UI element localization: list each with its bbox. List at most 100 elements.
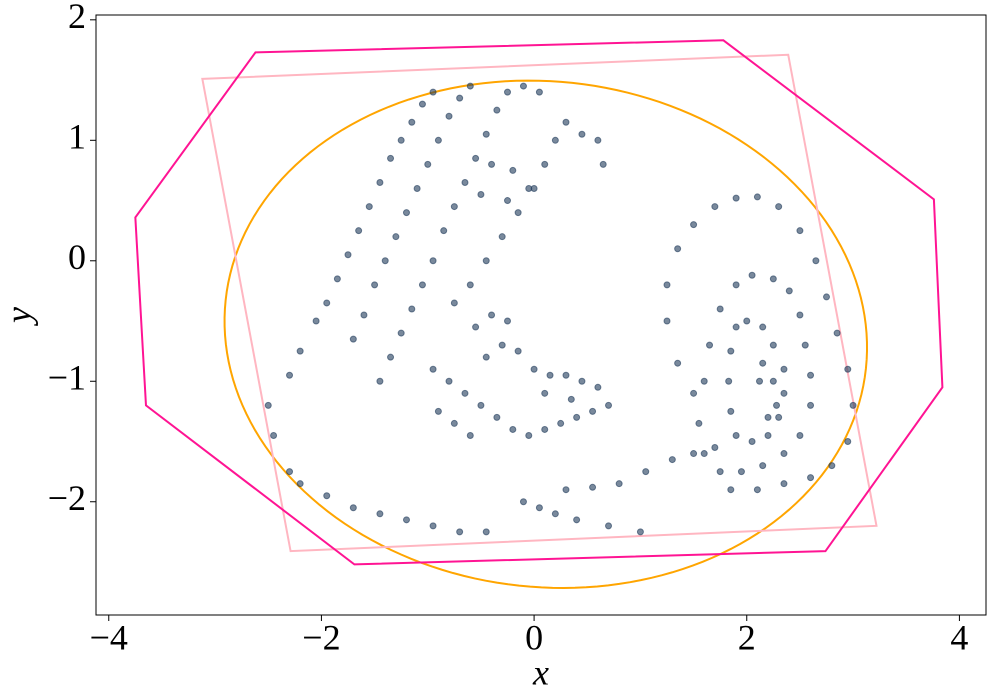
point: [605, 401, 613, 409]
point: [780, 480, 788, 488]
point: [773, 401, 781, 409]
point: [493, 106, 501, 114]
point: [732, 323, 740, 331]
point: [578, 130, 586, 138]
point: [445, 112, 453, 120]
point: [551, 136, 559, 144]
point: [466, 431, 474, 439]
point: [844, 365, 852, 373]
point: [424, 160, 432, 168]
y-tick-label: −2: [48, 478, 86, 518]
y-tick-label: 1: [68, 117, 86, 157]
point: [807, 474, 815, 482]
point: [504, 197, 512, 205]
point: [477, 401, 485, 409]
point: [700, 450, 708, 458]
point: [286, 371, 294, 379]
x-tick-label: −2: [302, 617, 340, 657]
point: [482, 353, 490, 361]
point: [450, 419, 458, 427]
point: [344, 251, 352, 259]
point: [567, 395, 575, 403]
point: [796, 311, 804, 319]
point: [434, 136, 442, 144]
point: [450, 203, 458, 211]
point: [732, 431, 740, 439]
point: [493, 413, 501, 421]
point: [769, 377, 777, 385]
point: [605, 522, 613, 530]
point: [711, 444, 719, 452]
point: [429, 88, 437, 96]
point: [725, 377, 733, 385]
point: [450, 299, 458, 307]
point: [823, 293, 831, 301]
point: [615, 480, 623, 488]
point: [541, 425, 549, 433]
point: [748, 271, 756, 279]
point: [381, 257, 389, 265]
point: [807, 371, 815, 379]
point: [418, 281, 426, 289]
point: [519, 498, 527, 506]
hull: [134, 39, 944, 566]
point: [509, 166, 517, 174]
point: [849, 401, 857, 409]
point: [573, 516, 581, 524]
point: [466, 82, 474, 90]
x-tick-label: 2: [738, 617, 756, 657]
point: [456, 528, 464, 536]
point: [716, 468, 724, 476]
point: [434, 407, 442, 415]
point: [371, 281, 379, 289]
point: [461, 389, 469, 397]
point: [376, 377, 384, 385]
point: [360, 311, 368, 319]
point: [270, 431, 278, 439]
point: [780, 389, 788, 397]
point: [642, 468, 650, 476]
point: [535, 504, 543, 512]
point: [753, 193, 761, 201]
point: [668, 456, 676, 464]
y-tick-label: −1: [48, 358, 86, 398]
point: [551, 510, 559, 518]
ellipse: [223, 79, 869, 589]
point: [711, 203, 719, 211]
x-axis-label: x: [532, 652, 549, 692]
point: [706, 341, 714, 349]
point: [349, 335, 357, 343]
point: [796, 227, 804, 235]
point: [674, 245, 682, 253]
point: [408, 118, 416, 126]
y-axis-label: y: [0, 307, 38, 326]
point: [355, 227, 363, 235]
x-tick-label: 4: [950, 617, 968, 657]
point: [562, 118, 570, 126]
point: [323, 299, 331, 307]
point: [472, 154, 480, 162]
point: [525, 184, 533, 192]
point: [759, 323, 767, 331]
point: [429, 522, 437, 530]
point: [402, 209, 410, 217]
hull: [201, 53, 878, 553]
point: [562, 371, 570, 379]
point: [482, 257, 490, 265]
point: [599, 160, 607, 168]
point: [504, 317, 512, 325]
point: [296, 347, 304, 355]
point: [589, 407, 597, 415]
point: [514, 209, 522, 217]
point: [636, 528, 644, 536]
point: [727, 486, 735, 494]
point: [286, 468, 294, 476]
point: [397, 136, 405, 144]
point: [429, 257, 437, 265]
point: [525, 431, 533, 439]
point: [759, 462, 767, 470]
point: [732, 194, 740, 202]
point: [413, 184, 421, 192]
point: [743, 317, 751, 325]
